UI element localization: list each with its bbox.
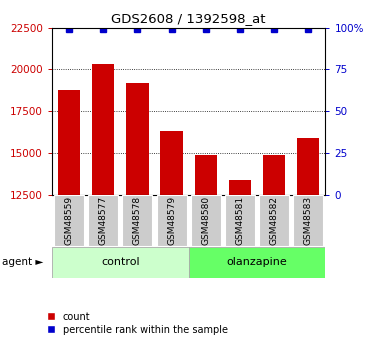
- Bar: [88, 195, 118, 246]
- Bar: [58, 89, 80, 345]
- Text: GSM48577: GSM48577: [99, 196, 108, 245]
- Bar: [189, 247, 325, 278]
- Text: GSM48559: GSM48559: [65, 196, 74, 245]
- Bar: [297, 138, 319, 345]
- Bar: [157, 195, 187, 246]
- Text: agent ►: agent ►: [2, 257, 43, 267]
- Bar: [259, 195, 289, 246]
- Bar: [293, 195, 323, 246]
- Text: olanzapine: olanzapine: [227, 257, 287, 267]
- Text: GSM48582: GSM48582: [270, 196, 279, 245]
- Bar: [92, 65, 114, 345]
- Title: GDS2608 / 1392598_at: GDS2608 / 1392598_at: [111, 12, 266, 25]
- Bar: [263, 155, 285, 345]
- Legend: count, percentile rank within the sample: count, percentile rank within the sample: [44, 308, 232, 338]
- Text: GSM48580: GSM48580: [201, 196, 210, 245]
- Text: GSM48579: GSM48579: [167, 196, 176, 245]
- Bar: [229, 180, 251, 345]
- Bar: [122, 195, 152, 246]
- Bar: [195, 155, 217, 345]
- Bar: [225, 195, 255, 246]
- Text: GSM48578: GSM48578: [133, 196, 142, 245]
- Bar: [54, 195, 84, 246]
- Bar: [52, 247, 189, 278]
- Text: GSM48581: GSM48581: [235, 196, 244, 245]
- Bar: [161, 131, 182, 345]
- Text: control: control: [101, 257, 140, 267]
- Bar: [126, 83, 149, 345]
- Bar: [191, 195, 221, 246]
- Text: GSM48583: GSM48583: [304, 196, 313, 245]
